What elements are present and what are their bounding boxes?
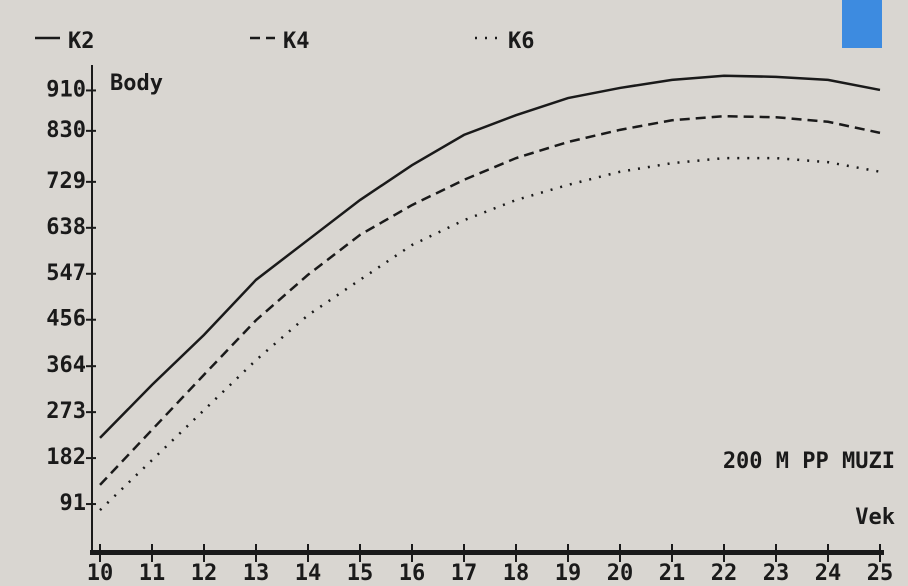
y-tick-label: 182 xyxy=(46,445,86,470)
chart: Body Vek 200 M PP MUZI 91 182 273 364 456 547… xyxy=(0,0,908,586)
y-tick-label: 456 xyxy=(46,307,86,332)
x-tick-label: 20 xyxy=(607,561,634,586)
x-tick-label: 14 xyxy=(295,561,322,586)
legend-label: K4 xyxy=(283,29,310,54)
y-tick-label: 910 xyxy=(46,77,86,102)
x-tick-label: 11 xyxy=(139,561,166,586)
y-tick-label: 91 xyxy=(60,491,87,516)
x-axis-label: Vek xyxy=(855,505,895,530)
y-tick-label: 830 xyxy=(46,118,86,143)
x-tick-label: 19 xyxy=(555,561,582,586)
x-tick-label: 21 xyxy=(659,561,686,586)
x-tick-label: 13 xyxy=(243,561,270,586)
x-axis xyxy=(90,550,884,555)
x-tick-label: 18 xyxy=(503,561,530,586)
y-tick-label: 273 xyxy=(46,399,86,424)
y-tick-label: 547 xyxy=(46,261,86,286)
x-tick-label: 12 xyxy=(191,561,218,586)
x-tick-label: 16 xyxy=(399,561,426,586)
y-tick-label: 638 xyxy=(46,215,86,240)
legend-label: K2 xyxy=(68,29,95,54)
x-tick-label: 25 xyxy=(867,561,894,586)
x-tick-label: 24 xyxy=(815,561,842,586)
x-tick-label: 15 xyxy=(347,561,374,586)
x-tick-label: 23 xyxy=(763,561,790,586)
y-tick-label: 729 xyxy=(46,169,86,194)
x-tick-label: 22 xyxy=(711,561,738,586)
x-tick-label: 17 xyxy=(451,561,478,586)
legend-label: K6 xyxy=(508,29,535,54)
y-tick-label: 364 xyxy=(46,353,86,378)
y-axis-label: Body xyxy=(110,71,163,96)
x-tick-label: 10 xyxy=(87,561,114,586)
annotation: 200 M PP MUZI xyxy=(723,449,895,474)
blue-marker xyxy=(842,0,882,48)
